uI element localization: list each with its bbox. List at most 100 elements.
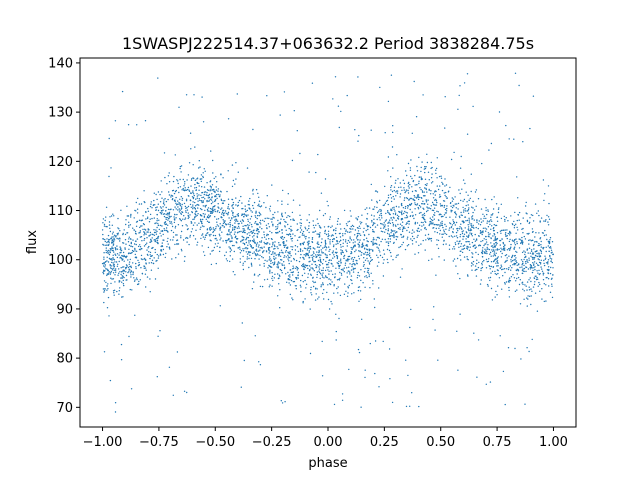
data-point	[236, 238, 238, 240]
data-point	[524, 284, 526, 286]
data-point	[384, 231, 386, 233]
data-point	[372, 208, 374, 210]
data-point	[106, 307, 109, 309]
data-point	[151, 237, 153, 239]
data-point	[348, 368, 350, 371]
data-point	[449, 222, 451, 224]
data-point	[444, 127, 446, 129]
data-point	[292, 274, 294, 276]
data-point	[358, 241, 361, 243]
data-point	[195, 186, 198, 189]
data-point	[103, 244, 105, 246]
data-point	[391, 190, 394, 193]
data-point	[267, 247, 270, 249]
data-point	[236, 93, 238, 95]
data-point	[107, 244, 110, 247]
data-point	[394, 210, 396, 212]
data-point	[241, 214, 243, 217]
data-point	[474, 240, 477, 242]
data-point	[279, 289, 281, 291]
data-point	[194, 183, 196, 186]
data-point	[102, 218, 105, 220]
data-point	[522, 283, 524, 286]
data-point	[373, 222, 375, 224]
data-point	[401, 236, 403, 238]
data-point	[338, 232, 341, 235]
data-point	[248, 224, 250, 227]
data-point	[512, 274, 514, 276]
data-point	[105, 249, 107, 252]
data-point	[257, 231, 260, 233]
data-point	[356, 277, 359, 279]
data-point	[443, 240, 445, 242]
data-point	[104, 266, 106, 268]
data-point	[404, 210, 406, 213]
data-point	[301, 232, 304, 235]
data-point	[318, 235, 321, 238]
data-point	[256, 250, 258, 252]
data-point	[419, 187, 421, 189]
data-point	[528, 286, 530, 288]
data-point	[357, 255, 360, 257]
data-point	[132, 262, 134, 264]
data-point	[106, 260, 108, 262]
data-point	[108, 271, 111, 273]
data-point	[534, 269, 536, 271]
data-point	[467, 204, 469, 206]
data-point	[480, 240, 482, 243]
data-point	[175, 189, 177, 192]
data-point	[514, 258, 516, 261]
data-point	[129, 265, 131, 268]
data-point	[431, 201, 434, 204]
data-point	[146, 242, 148, 244]
data-point	[177, 200, 179, 202]
data-point	[156, 218, 158, 220]
data-point	[456, 228, 458, 230]
data-point	[393, 241, 395, 244]
data-point	[171, 223, 173, 225]
data-point	[112, 231, 114, 233]
data-point	[395, 191, 397, 193]
data-point	[339, 294, 342, 297]
data-point	[117, 263, 119, 265]
data-point	[167, 237, 169, 240]
data-point	[511, 223, 514, 225]
data-point	[148, 262, 150, 264]
data-point	[111, 269, 114, 271]
data-point	[379, 86, 381, 89]
data-point	[379, 199, 381, 202]
data-point	[235, 219, 238, 221]
data-point	[410, 175, 412, 178]
data-point	[482, 220, 484, 222]
data-point	[308, 214, 310, 216]
data-point	[474, 269, 476, 272]
data-point	[545, 300, 547, 302]
data-point	[492, 208, 495, 210]
data-point	[278, 230, 281, 233]
data-point	[346, 224, 348, 227]
data-point	[390, 186, 392, 189]
data-point	[546, 238, 548, 241]
data-point	[419, 206, 422, 208]
data-point	[442, 233, 444, 235]
data-point	[472, 207, 474, 209]
data-point	[315, 293, 317, 295]
data-point	[340, 228, 342, 230]
data-point	[268, 286, 270, 288]
data-point	[513, 220, 515, 223]
data-point	[129, 258, 131, 261]
data-point	[310, 254, 312, 257]
data-point	[113, 292, 115, 294]
data-point	[192, 190, 194, 192]
data-point	[136, 124, 138, 126]
data-point	[343, 209, 346, 212]
data-point	[104, 238, 106, 241]
data-point	[350, 225, 352, 228]
y-tick-label: 100	[48, 253, 73, 268]
data-point	[123, 276, 125, 279]
data-point	[524, 403, 526, 405]
data-point	[168, 215, 170, 217]
data-point	[114, 269, 117, 271]
data-point	[508, 249, 511, 251]
data-point	[430, 182, 433, 184]
